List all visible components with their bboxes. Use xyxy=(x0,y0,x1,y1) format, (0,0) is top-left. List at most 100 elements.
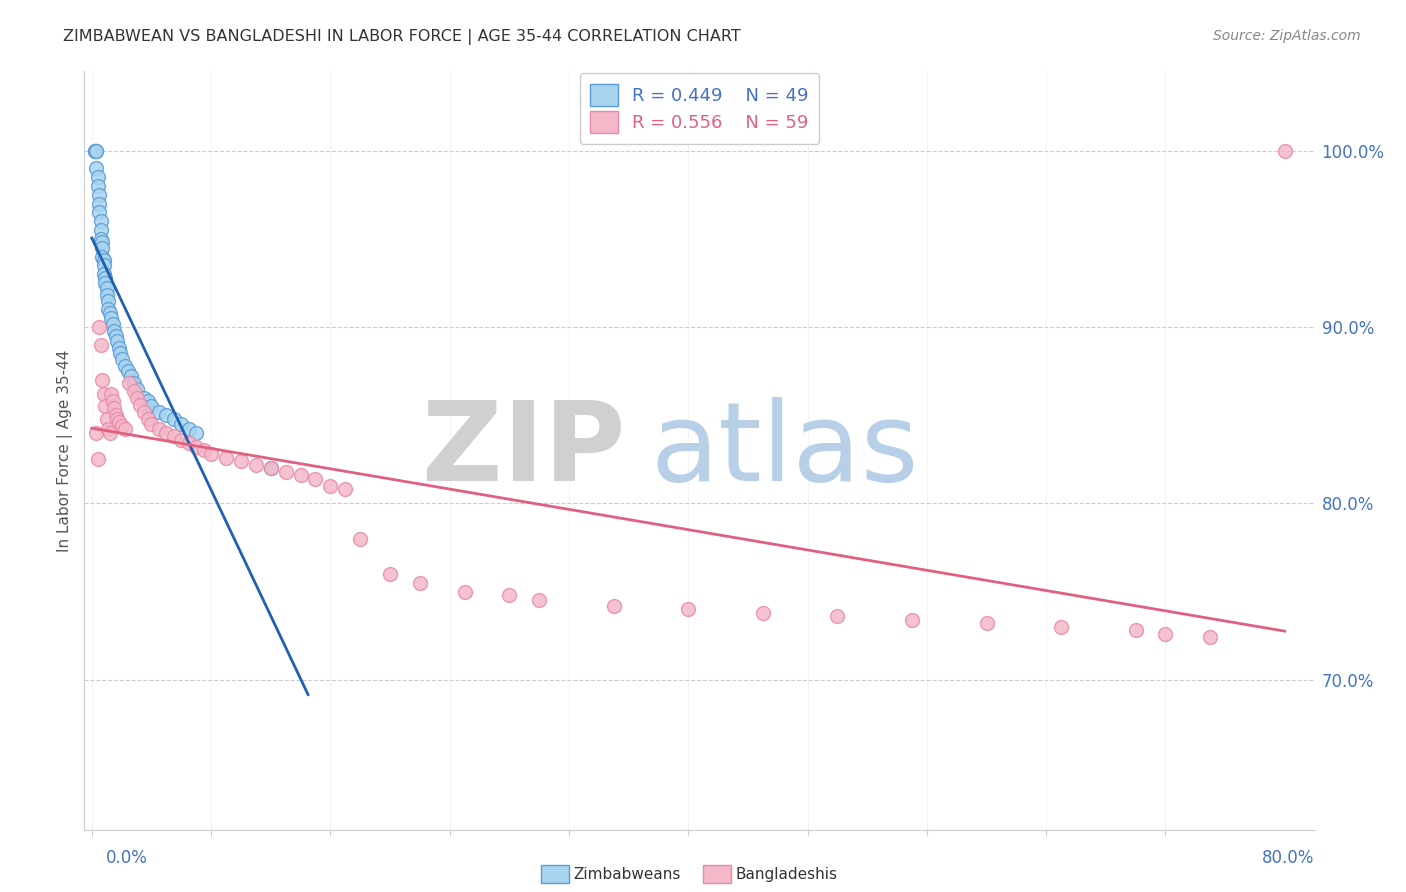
Point xyxy=(1274,144,1296,158)
Point xyxy=(91,241,114,255)
Point xyxy=(148,422,170,436)
Point xyxy=(104,408,127,422)
Point xyxy=(90,337,112,351)
Point xyxy=(84,425,107,440)
Point xyxy=(93,258,115,272)
Point xyxy=(122,384,145,398)
Point xyxy=(132,391,155,405)
Point xyxy=(335,482,357,496)
Point xyxy=(138,411,160,425)
Point xyxy=(93,387,115,401)
Point xyxy=(200,447,222,461)
Point xyxy=(87,170,110,185)
Point xyxy=(304,472,326,486)
Text: 80.0%: 80.0% xyxy=(1263,849,1315,867)
Text: 0.0%: 0.0% xyxy=(105,849,148,867)
Point xyxy=(138,394,160,409)
Point xyxy=(1199,631,1222,645)
Point xyxy=(100,387,122,401)
Point xyxy=(105,334,128,348)
Point xyxy=(245,458,267,472)
Point xyxy=(603,599,626,613)
Point xyxy=(93,267,115,281)
Point xyxy=(96,281,118,295)
Point xyxy=(177,436,200,450)
Point xyxy=(117,364,139,378)
Point xyxy=(103,401,125,416)
Point xyxy=(101,317,124,331)
Point xyxy=(90,232,112,246)
Point xyxy=(103,324,125,338)
Point xyxy=(125,391,148,405)
Point xyxy=(100,311,122,326)
Text: Zimbabweans: Zimbabweans xyxy=(574,867,681,881)
Point xyxy=(186,440,208,454)
Point xyxy=(125,382,148,396)
Point xyxy=(108,346,131,360)
Point xyxy=(94,276,117,290)
Point xyxy=(90,214,112,228)
Point xyxy=(91,373,114,387)
Point xyxy=(84,144,107,158)
Text: ZIMBABWEAN VS BANGLADESHI IN LABOR FORCE | AGE 35-44 CORRELATION CHART: ZIMBABWEAN VS BANGLADESHI IN LABOR FORCE… xyxy=(63,29,741,45)
Point xyxy=(114,359,136,373)
Point xyxy=(170,433,193,447)
Point xyxy=(97,422,120,436)
Point xyxy=(89,320,111,334)
Point xyxy=(98,425,121,440)
Point xyxy=(141,400,163,414)
Text: Source: ZipAtlas.com: Source: ZipAtlas.com xyxy=(1213,29,1361,43)
Point xyxy=(453,584,475,599)
Point xyxy=(527,593,550,607)
Point xyxy=(105,411,128,425)
Point xyxy=(96,411,118,425)
Point xyxy=(170,417,193,431)
Point xyxy=(89,205,111,219)
Point xyxy=(111,351,134,366)
Point xyxy=(97,293,120,308)
Point xyxy=(827,609,849,624)
Point xyxy=(177,422,200,436)
Point xyxy=(141,417,163,431)
Point xyxy=(752,606,775,620)
Point xyxy=(290,468,312,483)
Point xyxy=(93,253,115,268)
Point xyxy=(91,235,114,250)
Point xyxy=(155,425,177,440)
Point xyxy=(89,196,111,211)
Point xyxy=(83,144,105,158)
Point xyxy=(90,223,112,237)
Point xyxy=(97,302,120,317)
Point xyxy=(1154,627,1177,641)
Point xyxy=(96,288,118,302)
Point xyxy=(378,566,401,581)
Point xyxy=(163,411,186,425)
Point xyxy=(498,588,520,602)
Point xyxy=(155,408,177,422)
Point xyxy=(193,443,215,458)
Point xyxy=(349,532,371,546)
Point xyxy=(1050,620,1073,634)
Point xyxy=(91,250,114,264)
Text: Bangladeshis: Bangladeshis xyxy=(735,867,838,881)
Point xyxy=(87,178,110,193)
Point xyxy=(215,450,238,465)
Point xyxy=(118,376,141,391)
Point xyxy=(409,575,432,590)
Point xyxy=(83,144,105,158)
Text: ZIP: ZIP xyxy=(422,397,626,504)
Point xyxy=(260,461,283,475)
Point xyxy=(84,144,107,158)
Point xyxy=(94,270,117,285)
Point xyxy=(120,369,142,384)
Point xyxy=(319,479,342,493)
Point xyxy=(163,429,186,443)
Point xyxy=(274,465,297,479)
Text: atlas: atlas xyxy=(651,397,918,504)
Point xyxy=(901,613,924,627)
Point xyxy=(107,341,129,355)
Point xyxy=(128,398,150,412)
Point xyxy=(104,329,127,343)
Point xyxy=(84,161,107,176)
Point xyxy=(148,405,170,419)
